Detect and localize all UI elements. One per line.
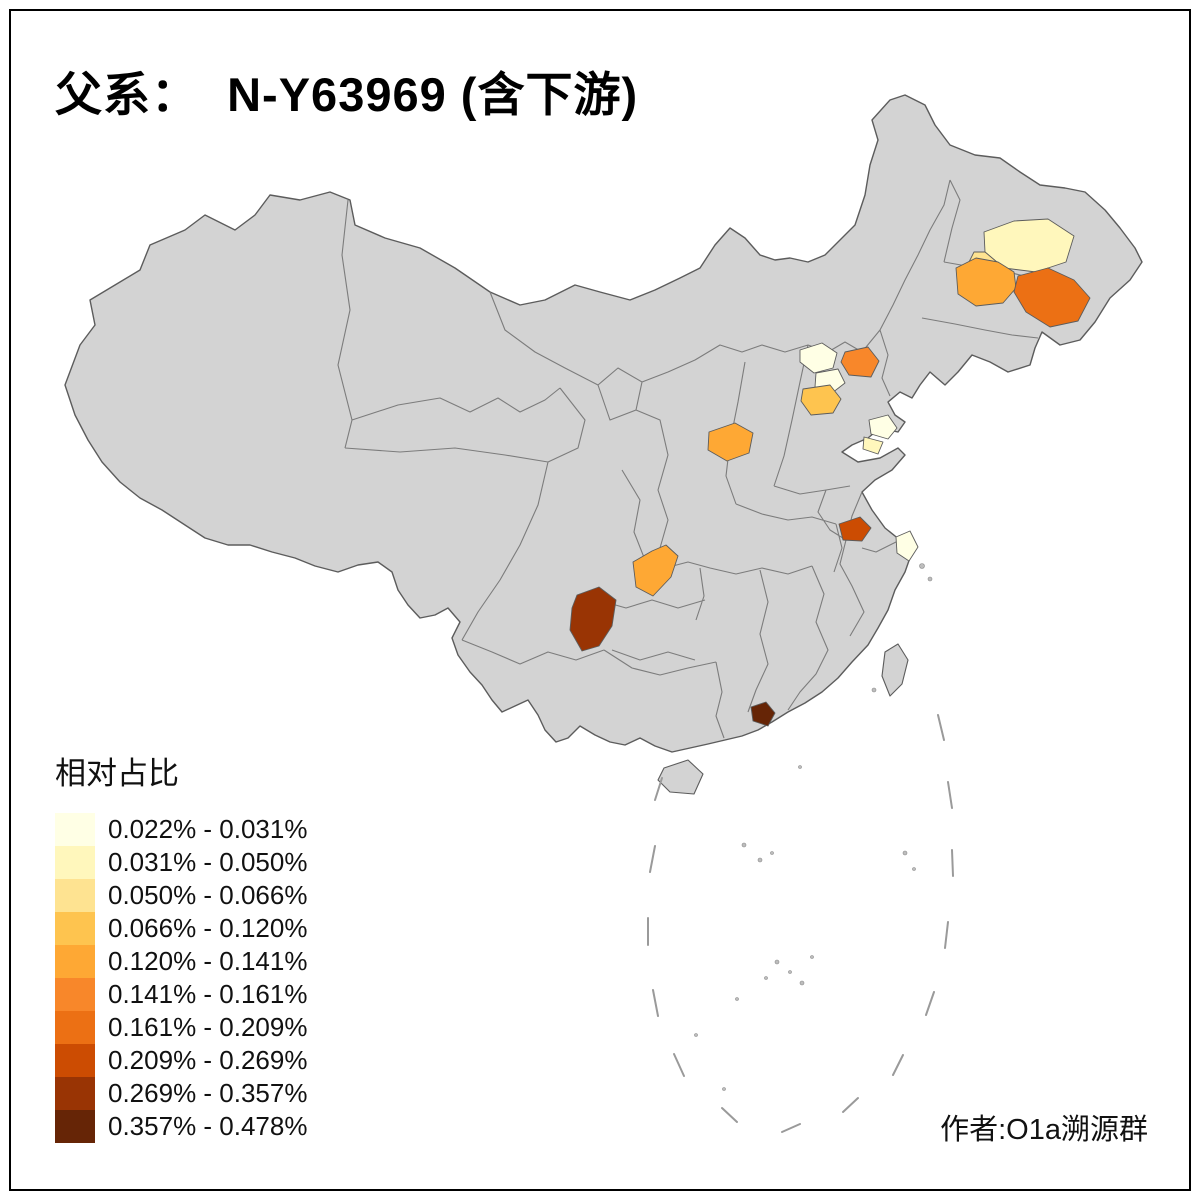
map-region-hebei-central bbox=[800, 384, 842, 416]
legend-item: 0.050% - 0.066% bbox=[55, 879, 385, 912]
island-dot bbox=[871, 687, 877, 693]
island-dot bbox=[810, 955, 814, 959]
legend-item: 0.066% - 0.120% bbox=[55, 912, 385, 945]
attribution-text: 作者:O1a溯源群 bbox=[940, 1114, 1148, 1146]
legend-swatch bbox=[55, 978, 95, 1011]
map-region-shandong-coast bbox=[868, 414, 898, 440]
legend-swatch bbox=[55, 1044, 95, 1077]
legend-swatch-rect bbox=[55, 1077, 95, 1110]
island-dot bbox=[902, 850, 908, 856]
legend-swatch bbox=[55, 879, 95, 912]
legend-swatch bbox=[55, 912, 95, 945]
south-china-sea-islands bbox=[694, 563, 933, 1091]
island-dot bbox=[757, 857, 763, 863]
legend-swatch bbox=[55, 1011, 95, 1044]
taiwan-island bbox=[881, 643, 909, 697]
island-dot bbox=[788, 970, 792, 974]
legend-item: 0.031% - 0.050% bbox=[55, 846, 385, 879]
hainan-island bbox=[657, 759, 704, 795]
island-dot bbox=[741, 842, 747, 848]
nine-dash-line bbox=[647, 714, 954, 1133]
island-dot bbox=[799, 980, 805, 986]
map-region-shandong-east bbox=[862, 436, 884, 455]
map-region-jilin-east bbox=[1013, 267, 1091, 328]
legend-swatch-rect bbox=[55, 912, 95, 945]
legend-swatch-rect bbox=[55, 846, 95, 879]
legend-rows: 0.022% - 0.031% 0.031% - 0.050% 0.050% -… bbox=[55, 813, 385, 1143]
legend-swatch-rect bbox=[55, 1044, 95, 1077]
island-dot bbox=[774, 959, 780, 965]
page-title: 父系： N-Y63969 (含下游) bbox=[55, 68, 639, 121]
legend-label: 0.269% - 0.357% bbox=[108, 1078, 308, 1108]
island-dot bbox=[927, 576, 933, 582]
province-border-lines bbox=[337, 179, 1089, 739]
legend-item: 0.120% - 0.141% bbox=[55, 945, 385, 978]
legend-swatch bbox=[55, 945, 95, 978]
legend-swatch-rect bbox=[55, 1110, 95, 1143]
legend-swatch-rect bbox=[55, 813, 95, 846]
island-dot bbox=[912, 867, 916, 871]
legend-swatch bbox=[55, 1110, 95, 1143]
legend-item: 0.141% - 0.161% bbox=[55, 978, 385, 1011]
legend-label: 0.066% - 0.120% bbox=[108, 913, 308, 943]
map-region-hebei-northeast bbox=[840, 346, 880, 378]
legend-label: 0.031% - 0.050% bbox=[108, 847, 308, 877]
highlighted-regions bbox=[569, 218, 1091, 727]
legend-label: 0.120% - 0.141% bbox=[108, 946, 308, 976]
map-region-sichuan-yunnan-border bbox=[569, 586, 617, 652]
map-region-shanxi-central bbox=[707, 422, 754, 462]
island-dot bbox=[798, 765, 802, 769]
map-region-beijing-north bbox=[799, 342, 838, 374]
island-dot bbox=[735, 997, 739, 1001]
legend-item: 0.022% - 0.031% bbox=[55, 813, 385, 846]
island-dot bbox=[694, 1033, 698, 1037]
island-dot bbox=[919, 563, 925, 569]
china-mainland bbox=[64, 94, 1143, 753]
legend-label: 0.161% - 0.209% bbox=[108, 1012, 308, 1042]
legend-swatch bbox=[55, 813, 95, 846]
legend-swatch-rect bbox=[55, 978, 95, 1011]
map-legend: 相对占比 0.022% - 0.031% 0.031% - 0.050% 0.0… bbox=[55, 748, 385, 1143]
legend-swatch-rect bbox=[55, 879, 95, 912]
map-region-chongqing bbox=[632, 544, 679, 597]
legend-swatch-rect bbox=[55, 945, 95, 978]
legend-label: 0.022% - 0.031% bbox=[108, 814, 308, 844]
island-dot bbox=[770, 851, 774, 855]
province-borders bbox=[337, 179, 1089, 739]
map-region-guangdong-east bbox=[750, 701, 776, 727]
legend-item: 0.161% - 0.209% bbox=[55, 1011, 385, 1044]
map-region-jiangsu-central bbox=[838, 516, 872, 542]
legend-item: 0.357% - 0.478% bbox=[55, 1110, 385, 1143]
legend-label: 0.050% - 0.066% bbox=[108, 880, 308, 910]
legend-item: 0.269% - 0.357% bbox=[55, 1077, 385, 1110]
legend-label: 0.209% - 0.269% bbox=[108, 1045, 308, 1075]
map-region-shanghai bbox=[895, 530, 919, 562]
legend-swatch-rect bbox=[55, 1011, 95, 1044]
legend-swatch bbox=[55, 846, 95, 879]
legend-label: 0.141% - 0.161% bbox=[108, 979, 308, 1009]
legend-label: 0.357% - 0.478% bbox=[108, 1111, 308, 1141]
legend-item: 0.209% - 0.269% bbox=[55, 1044, 385, 1077]
legend-swatch bbox=[55, 1077, 95, 1110]
island-dot bbox=[722, 1087, 726, 1091]
island-dot bbox=[764, 976, 768, 980]
legend-title: 相对占比 bbox=[55, 756, 179, 791]
